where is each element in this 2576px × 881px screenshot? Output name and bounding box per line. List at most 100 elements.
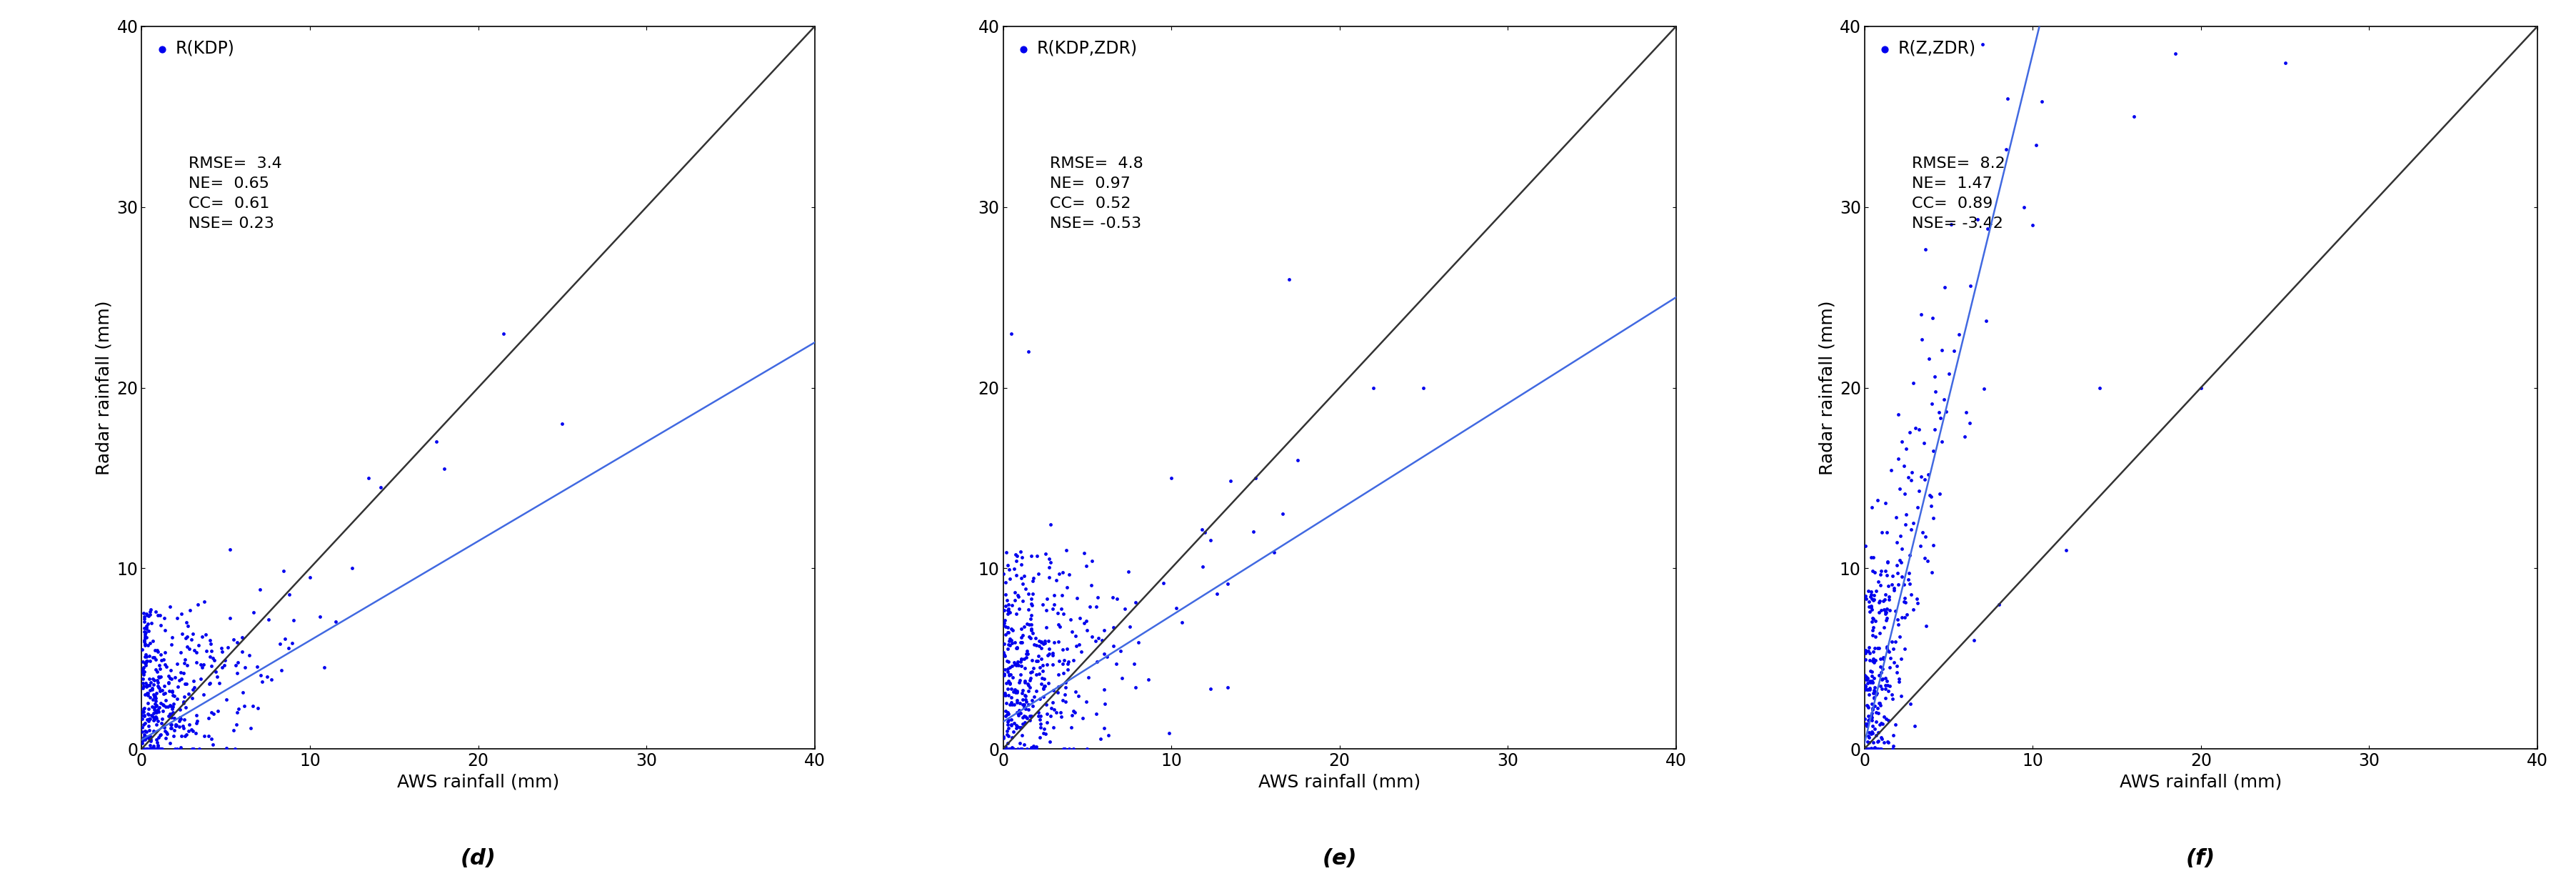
- Point: [1924, 392, 1965, 406]
- Point: [1066, 624, 1108, 638]
- Point: [1018, 654, 1059, 668]
- Point: [1901, 332, 1942, 346]
- Point: [1852, 655, 1893, 670]
- Point: [999, 635, 1041, 649]
- Point: [160, 729, 201, 744]
- Point: [1860, 665, 1901, 679]
- Point: [1847, 742, 1888, 756]
- Point: [1100, 644, 1141, 658]
- Point: [2156, 47, 2197, 61]
- Point: [155, 670, 196, 685]
- Point: [1852, 686, 1893, 700]
- Point: [121, 665, 162, 679]
- Point: [129, 707, 170, 722]
- Point: [149, 708, 191, 722]
- Point: [992, 685, 1033, 699]
- Point: [131, 700, 173, 714]
- Point: [1036, 706, 1077, 720]
- Point: [129, 690, 170, 704]
- Point: [1855, 742, 1896, 756]
- Point: [1149, 726, 1190, 740]
- Point: [1023, 722, 1064, 736]
- Point: [1862, 709, 1904, 723]
- Point: [188, 649, 229, 663]
- Point: [1033, 635, 1074, 649]
- Point: [989, 604, 1030, 618]
- Point: [155, 718, 196, 732]
- Point: [1046, 694, 1087, 708]
- Point: [1066, 670, 1108, 685]
- Point: [1850, 600, 1891, 614]
- Point: [178, 597, 219, 611]
- Point: [126, 654, 167, 668]
- Point: [209, 611, 250, 625]
- Point: [1868, 684, 1909, 698]
- Point: [165, 652, 206, 666]
- Point: [121, 712, 162, 726]
- Point: [1059, 611, 1100, 626]
- Point: [987, 597, 1028, 611]
- Point: [1878, 566, 1919, 580]
- Point: [126, 676, 167, 690]
- Point: [1852, 691, 1893, 705]
- Point: [137, 705, 178, 719]
- Point: [126, 688, 167, 702]
- Point: [137, 664, 178, 678]
- Point: [999, 636, 1041, 650]
- Point: [1010, 714, 1051, 728]
- Point: [1074, 707, 1115, 721]
- Point: [1873, 581, 1914, 595]
- Point: [137, 739, 178, 753]
- Point: [185, 644, 227, 658]
- Point: [131, 682, 173, 696]
- Point: [131, 730, 173, 744]
- Point: [997, 549, 1038, 563]
- Point: [1873, 739, 1914, 753]
- Point: [139, 742, 180, 756]
- Point: [134, 712, 175, 726]
- Point: [170, 603, 211, 617]
- Point: [1012, 742, 1054, 756]
- Point: [147, 675, 188, 689]
- Point: [134, 702, 175, 716]
- Point: [997, 720, 1038, 734]
- Point: [1043, 742, 1084, 756]
- Point: [1054, 654, 1095, 668]
- Point: [1850, 708, 1891, 722]
- Point: [1850, 682, 1891, 696]
- Point: [1906, 619, 1947, 633]
- Point: [131, 681, 173, 695]
- Point: [1020, 633, 1061, 648]
- Point: [1862, 736, 1904, 750]
- Point: [1847, 683, 1888, 697]
- Point: [1061, 645, 1103, 659]
- Point: [1950, 278, 1991, 292]
- Point: [987, 714, 1028, 729]
- Point: [137, 735, 178, 749]
- Point: [2012, 218, 2053, 233]
- Point: [1850, 742, 1891, 756]
- Point: [1002, 635, 1043, 649]
- Point: [134, 690, 175, 704]
- Point: [1028, 560, 1069, 574]
- Point: [173, 643, 214, 657]
- Point: [1020, 713, 1061, 727]
- Point: [1865, 605, 1906, 619]
- Point: [1087, 649, 1128, 663]
- Point: [1855, 742, 1896, 756]
- Point: [121, 704, 162, 718]
- Point: [1852, 710, 1893, 724]
- Point: [144, 700, 185, 714]
- Point: [1255, 545, 1296, 559]
- Point: [1033, 647, 1074, 661]
- Point: [240, 669, 281, 683]
- Point: [144, 652, 185, 666]
- Point: [134, 697, 175, 711]
- Point: [131, 634, 173, 648]
- Point: [1911, 489, 1953, 503]
- Point: [1005, 674, 1046, 688]
- Point: [1852, 628, 1893, 642]
- Point: [1066, 695, 1108, 709]
- Point: [1870, 651, 1911, 665]
- Point: [152, 702, 193, 716]
